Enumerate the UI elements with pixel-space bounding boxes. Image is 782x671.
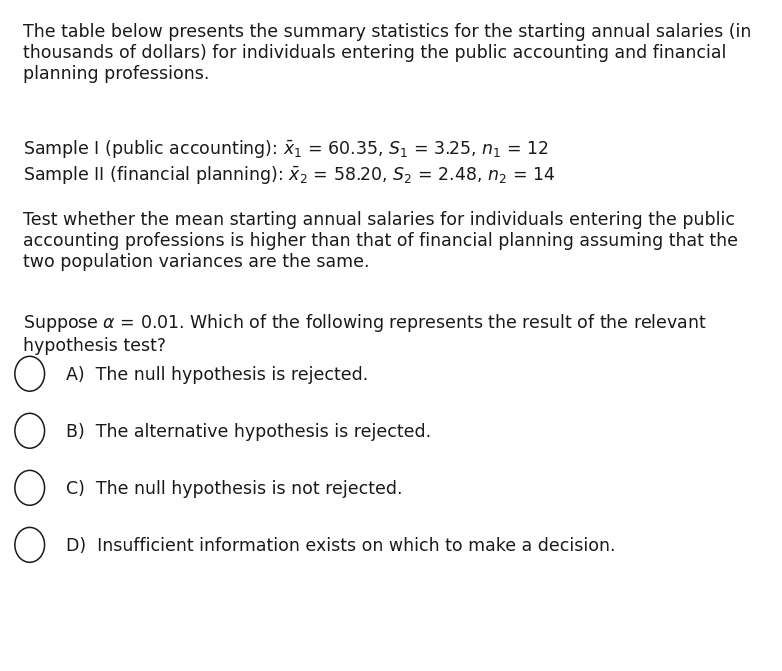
Text: Sample II (financial planning): $\bar{x}_2$ = 58.20, $S_2$ = 2.48, $n_2$ = 14: Sample II (financial planning): $\bar{x}…: [23, 164, 556, 187]
Text: B)  The alternative hypothesis is rejected.: B) The alternative hypothesis is rejecte…: [66, 423, 432, 441]
Text: D)  Insufficient information exists on which to make a decision.: D) Insufficient information exists on wh…: [66, 537, 616, 555]
Text: Test whether the mean starting annual salaries for individuals entering the publ: Test whether the mean starting annual sa…: [23, 211, 738, 271]
Text: A)  The null hypothesis is rejected.: A) The null hypothesis is rejected.: [66, 366, 369, 384]
Text: The table below presents the summary statistics for the starting annual salaries: The table below presents the summary sta…: [23, 23, 752, 83]
Text: Sample I (public accounting): $\bar{x}_1$ = 60.35, $S_1$ = 3.25, $n_1$ = 12: Sample I (public accounting): $\bar{x}_1…: [23, 138, 550, 160]
Text: Suppose $\alpha$ = 0.01. Which of the following represents the result of the rel: Suppose $\alpha$ = 0.01. Which of the fo…: [23, 312, 707, 355]
Text: C)  The null hypothesis is not rejected.: C) The null hypothesis is not rejected.: [66, 480, 403, 498]
